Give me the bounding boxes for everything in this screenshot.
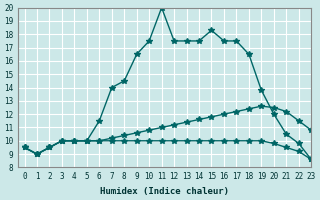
X-axis label: Humidex (Indice chaleur): Humidex (Indice chaleur) [100,187,229,196]
